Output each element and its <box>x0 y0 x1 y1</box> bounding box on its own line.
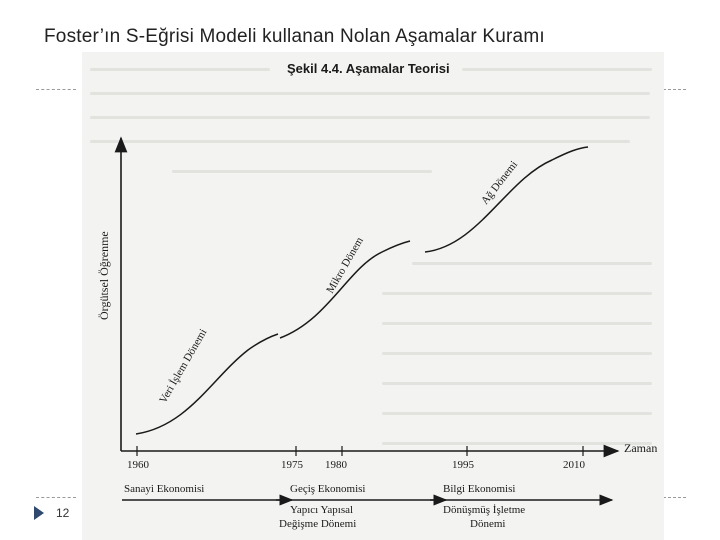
bleed-through-line <box>90 92 650 95</box>
year-label: 1975 <box>281 459 304 471</box>
bleed-through-line <box>382 292 652 295</box>
era-label-industrial: Sanayi Ekonomisi <box>124 483 204 495</box>
divider-bottom-right <box>658 497 686 498</box>
curve-micro <box>279 240 411 339</box>
bleed-through-line <box>90 116 650 119</box>
page-number: 12 <box>56 506 70 520</box>
divider-top-right <box>658 89 686 90</box>
transition-label-line1: Yapıcı Yapısal <box>290 504 353 516</box>
transition-label-line1: Dönüşmüş İşletme <box>443 504 525 516</box>
transition-label-line2: Dönemi <box>470 518 505 530</box>
bleed-through-line <box>462 68 652 71</box>
figure-title: Şekil 4.4. Aşamalar Teorisi <box>287 61 450 76</box>
divider-top-left <box>36 89 76 90</box>
bleed-through-line <box>172 170 432 173</box>
curve-network <box>424 146 589 253</box>
bleed-through-line <box>382 412 652 415</box>
year-label: 1995 <box>452 459 475 471</box>
bleed-through-line <box>382 442 652 445</box>
bleed-through-line <box>382 322 652 325</box>
era-label-transition: Geçiş Ekonomisi <box>290 483 365 495</box>
scanned-figure-background <box>82 52 664 540</box>
bleed-through-line <box>90 68 270 71</box>
x-axis-label: Zaman <box>624 441 657 455</box>
transition-label-line2: Değişme Dönemi <box>279 518 356 530</box>
bleed-through-line <box>382 382 652 385</box>
era-label-information: Bilgi Ekonomisi <box>443 483 515 495</box>
slide-title: Foster’ın S-Eğrisi Modeli kullanan Nolan… <box>44 26 545 47</box>
year-label: 2010 <box>563 459 586 471</box>
year-label: 1960 <box>127 459 150 471</box>
bleed-through-line <box>90 140 630 143</box>
curve-label-network: Ağ Dönemi <box>479 159 520 207</box>
curve-data-processing <box>135 333 279 435</box>
curve-label-micro: Mikro Dönem <box>324 235 366 296</box>
bullet-arrow-icon <box>34 506 44 520</box>
divider-bottom-left <box>36 497 76 498</box>
year-label: 1980 <box>325 459 348 471</box>
bleed-through-line <box>382 352 652 355</box>
y-axis-label: Örgütsel Öğrenme <box>97 231 111 320</box>
bleed-through-line <box>412 262 652 265</box>
curve-label-data-processing: Veri İşlem Dönemi <box>157 327 209 405</box>
